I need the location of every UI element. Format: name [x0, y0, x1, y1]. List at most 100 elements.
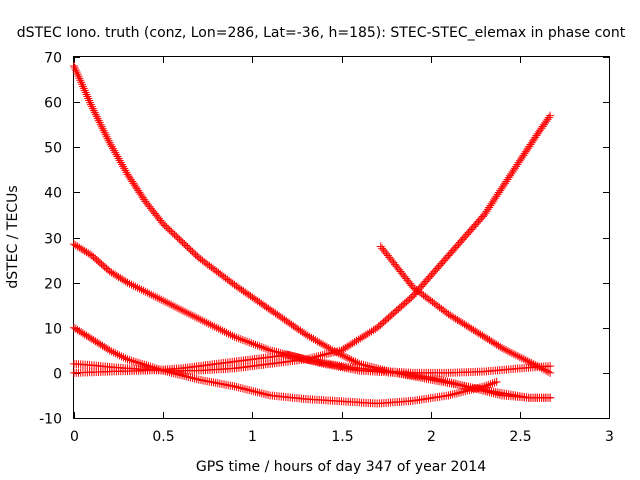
data-point — [455, 316, 464, 325]
data-point — [343, 354, 352, 363]
data-point — [112, 150, 121, 159]
data-point — [470, 384, 479, 393]
data-point — [341, 353, 350, 362]
data-point — [498, 344, 506, 353]
data-point — [541, 366, 550, 375]
data-point — [76, 76, 85, 85]
data-point — [114, 272, 123, 281]
data-point — [483, 335, 492, 344]
data-point — [238, 335, 247, 344]
data-point — [74, 72, 83, 81]
data-point — [100, 342, 109, 351]
data-point — [432, 374, 441, 383]
data-point — [467, 324, 476, 333]
data-point — [103, 134, 112, 143]
data-point — [147, 290, 156, 299]
data-point — [86, 333, 95, 342]
data-point — [143, 288, 152, 297]
data-point — [317, 359, 326, 368]
data-point — [294, 353, 303, 362]
data-point — [459, 387, 468, 396]
data-point — [324, 349, 333, 358]
data-point — [450, 389, 459, 398]
data-point — [182, 308, 191, 317]
data-point — [238, 384, 247, 393]
data-point — [478, 331, 487, 340]
data-point — [142, 361, 151, 370]
data-point — [251, 387, 260, 396]
series-5 — [70, 350, 555, 402]
data-point — [471, 327, 480, 336]
data-point — [82, 248, 91, 257]
data-point — [177, 305, 185, 314]
data-point — [82, 331, 91, 340]
data-point — [87, 335, 96, 344]
data-point — [208, 321, 217, 330]
data-point — [196, 315, 205, 324]
data-point — [81, 88, 90, 97]
data-point — [94, 116, 103, 125]
data-point — [445, 378, 454, 387]
data-point — [493, 390, 502, 399]
data-point — [345, 355, 354, 364]
data-point — [117, 160, 126, 169]
data-point — [77, 328, 86, 337]
data-point — [89, 336, 98, 345]
data-point — [499, 345, 508, 354]
data-point — [505, 348, 514, 357]
data-point — [320, 341, 329, 350]
data-point — [464, 382, 473, 391]
data-point — [190, 374, 199, 383]
data-point — [194, 314, 203, 323]
data-point — [537, 364, 546, 373]
data-point — [489, 338, 498, 347]
data-point — [157, 295, 166, 304]
data-point — [481, 333, 490, 342]
y-tick-label: 0 — [53, 367, 62, 383]
data-point — [165, 299, 174, 308]
data-point — [96, 120, 105, 129]
data-point — [200, 317, 209, 326]
data-point — [214, 324, 223, 333]
data-point — [230, 332, 239, 341]
y-tick-label: 40 — [44, 186, 62, 202]
data-point — [426, 373, 435, 382]
data-point — [448, 390, 457, 399]
data-point — [517, 354, 526, 363]
data-point — [206, 320, 215, 329]
data-point — [228, 331, 237, 340]
x-tick-label: 1.5 — [331, 429, 353, 445]
data-point — [533, 362, 542, 371]
data-point — [84, 94, 93, 103]
data-point — [451, 379, 460, 388]
data-point — [116, 158, 125, 167]
data-point — [178, 371, 187, 380]
data-point — [125, 279, 134, 288]
data-point — [451, 314, 460, 323]
data-point — [109, 269, 118, 278]
data-point — [479, 386, 488, 395]
data-point — [453, 380, 462, 389]
data-point — [91, 110, 100, 119]
data-point — [184, 372, 193, 381]
data-point — [80, 247, 89, 256]
data-point — [112, 271, 121, 280]
data-point — [186, 310, 195, 319]
data-point — [322, 342, 331, 351]
data-point — [73, 242, 82, 251]
data-point — [441, 377, 450, 386]
data-point — [488, 379, 497, 388]
data-point — [259, 389, 268, 398]
data-point — [469, 326, 478, 335]
data-point — [482, 381, 491, 390]
data-point — [133, 283, 142, 292]
data-point — [234, 383, 243, 392]
data-point — [435, 375, 444, 384]
data-point — [484, 380, 493, 389]
data-point — [127, 280, 136, 289]
data-points — [70, 62, 555, 408]
data-point — [255, 388, 264, 397]
data-point — [149, 291, 158, 300]
data-point — [125, 356, 134, 365]
